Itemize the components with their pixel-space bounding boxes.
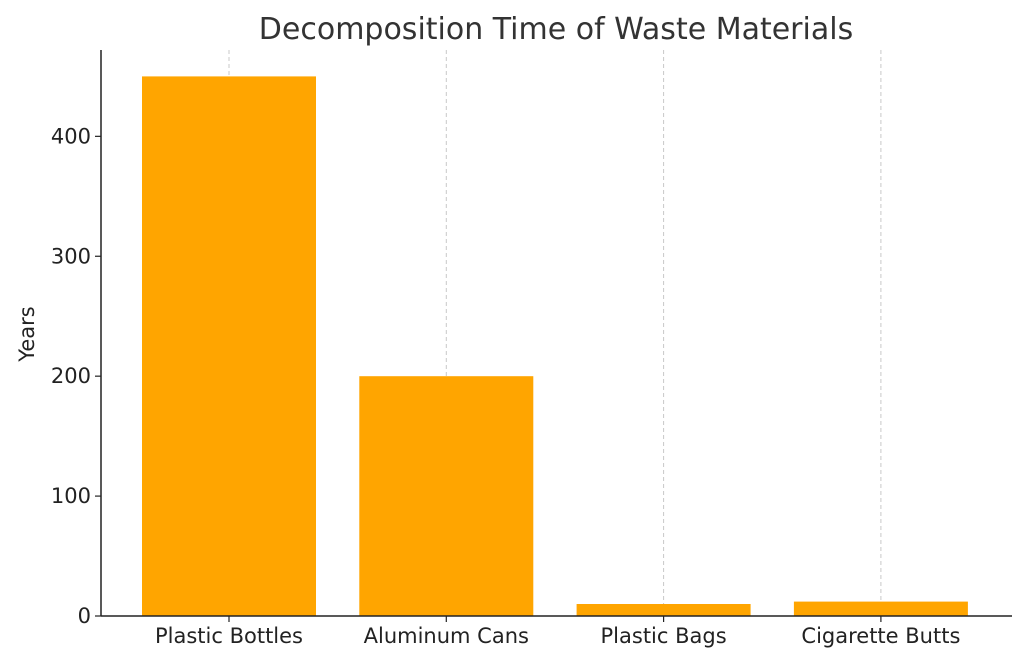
axes	[95, 50, 1012, 622]
y-tick-label: 0	[78, 604, 91, 628]
y-tick-label: 400	[51, 124, 91, 148]
y-tick-label: 200	[51, 364, 91, 388]
bar-aluminum-cans	[359, 376, 534, 616]
x-tick-label: Cigarette Butts	[801, 624, 960, 648]
x-tick-label: Plastic Bags	[601, 624, 727, 648]
bars	[142, 76, 968, 616]
bar-plastic-bags	[576, 604, 751, 616]
grid-lines	[228, 50, 882, 616]
x-tick-label: Aluminum Cans	[364, 624, 529, 648]
bar-cigarette-butts	[793, 601, 968, 616]
chart-title: Decomposition Time of Waste Materials	[259, 12, 853, 47]
y-axis-label: Years	[15, 306, 39, 362]
bar-plastic-bottles	[142, 76, 316, 616]
y-tick-label: 100	[51, 484, 91, 508]
tick-labels: Plastic Bottles Aluminum Cans Plastic Bags…	[51, 124, 960, 648]
y-tick-label: 300	[51, 244, 91, 268]
x-tick-label: Plastic Bottles	[155, 624, 303, 648]
